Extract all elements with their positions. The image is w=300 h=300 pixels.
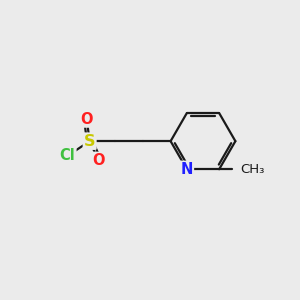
Text: N: N bbox=[181, 162, 193, 177]
Text: CH₃: CH₃ bbox=[240, 163, 265, 176]
Text: S: S bbox=[84, 134, 95, 149]
Text: O: O bbox=[80, 112, 93, 127]
Text: O: O bbox=[92, 153, 105, 168]
Text: Cl: Cl bbox=[60, 148, 75, 164]
